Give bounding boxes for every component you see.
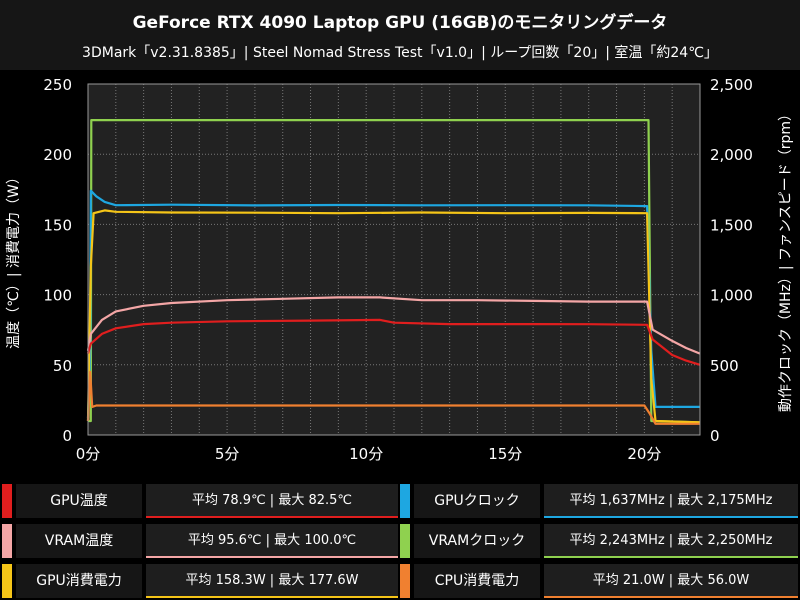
legend-value: 平均 95.6℃ | 最大 100.0℃: [146, 524, 398, 558]
y-left-tick-label: 150: [43, 216, 72, 234]
legend-value: 平均 21.0W | 最大 56.0W: [544, 564, 798, 598]
y-left-tick-label: 250: [43, 76, 72, 94]
legend-swatch: [400, 484, 410, 518]
legend-item: GPU温度 平均 78.9℃ | 最大 82.5℃: [2, 482, 400, 520]
y-right-axis-label: 動作クロック（MHz）| ファンスピード（rpm）: [778, 107, 794, 412]
monitoring-chart: 0 50 100 150 200 250 0 500 1,000 1,500 2,000 2,500 0…: [6, 76, 794, 463]
x-tick-label: 0分: [76, 445, 101, 463]
y-left-tick-label: 200: [43, 146, 72, 164]
y-left-tick-label: 0: [62, 427, 72, 445]
legend-underline: [544, 516, 798, 518]
legend-value: 平均 158.3W | 最大 177.6W: [146, 564, 398, 598]
y-right-tick-label: 500: [710, 357, 739, 375]
legend-name: VRAMクロック: [414, 524, 540, 558]
legend-name: CPU消費電力: [414, 564, 540, 598]
chart-title: GeForce RTX 4090 Laptop GPU (16GB)のモニタリン…: [132, 13, 668, 33]
x-tick-label: 10分: [349, 445, 383, 463]
legend-underline: [146, 516, 398, 518]
series-line: [86, 209, 701, 424]
legend-underline: [146, 596, 398, 598]
legend-swatch: [400, 524, 410, 558]
y-right-tick-label: 0: [710, 427, 720, 445]
plot-frame: [87, 83, 701, 436]
legend-value: 平均 2,243MHz | 最大 2,250MHz: [544, 524, 798, 558]
legend-name: GPUクロック: [414, 484, 540, 518]
series-line: [86, 296, 701, 355]
legend-value: 平均 1,637MHz | 最大 2,175MHz: [544, 484, 798, 518]
legend-item: GPUクロック 平均 1,637MHz | 最大 2,175MHz: [400, 482, 798, 520]
y-right-tick-label: 1,500: [710, 216, 753, 234]
y-left-tick-label: 100: [43, 287, 72, 305]
legend-underline: [544, 596, 798, 598]
legend-item: VRAMクロック 平均 2,243MHz | 最大 2,250MHz: [400, 522, 798, 560]
series-line: [86, 318, 701, 366]
legend-item: CPU消費電力 平均 21.0W | 最大 56.0W: [400, 562, 798, 600]
legend-swatch: [2, 564, 12, 598]
legend-swatch: [2, 484, 12, 518]
chart-subtitle: 3DMark「v2.31.8385」| Steel Nomad Stress T…: [82, 45, 718, 61]
legend-underline: [544, 556, 798, 558]
legend-underline: [146, 556, 398, 558]
plot-area: [88, 84, 700, 435]
legend: GPU温度 平均 78.9℃ | 最大 82.5℃ GPUクロック 平均 1,637M…: [0, 480, 800, 600]
legend-item: GPU消費電力 平均 158.3W | 最大 177.6W: [2, 562, 400, 600]
x-tick-label: 20分: [627, 445, 661, 463]
legend-swatch: [400, 564, 410, 598]
y-left-tick-label: 50: [53, 357, 72, 375]
x-tick-label: 5分: [215, 445, 240, 463]
legend-name: GPU消費電力: [16, 564, 142, 598]
legend-name: VRAM温度: [16, 524, 142, 558]
legend-name: GPU温度: [16, 484, 142, 518]
x-tick-label: 15分: [488, 445, 522, 463]
legend-value: 平均 78.9℃ | 最大 82.5℃: [146, 484, 398, 518]
y-right-tick-label: 2,500: [710, 76, 753, 94]
y-right-tick-label: 1,000: [710, 287, 753, 305]
y-right-tick-label: 2,000: [710, 146, 753, 164]
legend-swatch: [2, 524, 12, 558]
chart-header: GeForce RTX 4090 Laptop GPU (16GB)のモニタリン…: [0, 0, 800, 70]
legend-item: VRAM温度 平均 95.6℃ | 最大 100.0℃: [2, 522, 400, 560]
y-left-axis-label: 温度（℃）| 消費電力（W）: [6, 170, 22, 349]
series-line: [86, 370, 700, 425]
